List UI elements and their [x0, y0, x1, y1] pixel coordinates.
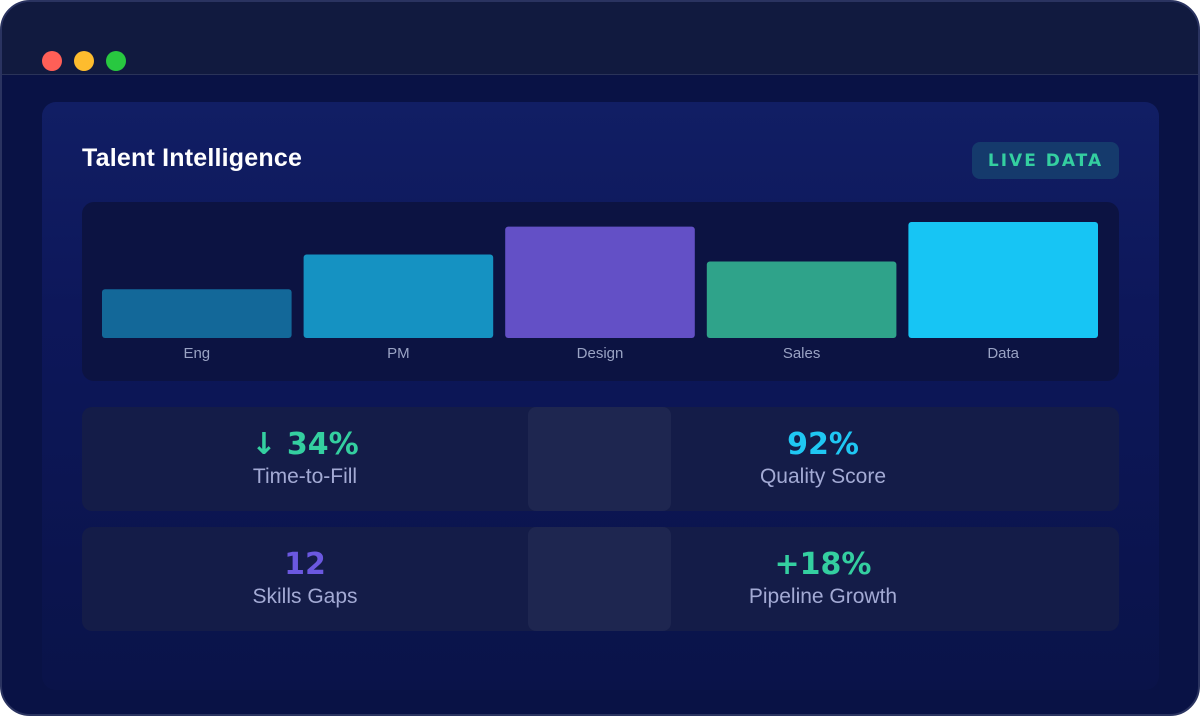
stat-label: Skills Gaps [252, 585, 358, 608]
x-tick-label: Eng [183, 345, 210, 362]
stats-row-1: ↓ 34% Time-to-Fill 92% Quality Score [82, 407, 1119, 511]
stat-divider [528, 527, 671, 631]
stats-row-2: 12 Skills Gaps +18% Pipeline Growth [82, 527, 1119, 631]
stat-label: Time-to-Fill [252, 465, 358, 488]
stat-label: Quality Score [759, 465, 887, 488]
maximize-window-button[interactable] [106, 51, 126, 71]
bar-pm [303, 254, 494, 338]
bar-chart-panel: Eng PM Design Sales Data [82, 202, 1119, 381]
stat-value: 12 [284, 547, 326, 582]
stat-value: 92% [787, 427, 859, 462]
bar-data [908, 222, 1098, 338]
stat-time-to-fill: ↓ 34% Time-to-Fill [82, 407, 528, 511]
stat-divider [528, 407, 671, 511]
bar-chart: Eng PM Design Sales Data [102, 222, 1098, 362]
minimize-window-button[interactable] [74, 51, 94, 71]
x-tick-label: Design [577, 345, 624, 362]
stat-value: +18% [774, 547, 872, 582]
bar-design [505, 226, 695, 338]
talent-intelligence-card: Talent Intelligence LIVE DATA Eng PM Desig… [42, 102, 1159, 690]
card-title: Talent Intelligence [82, 144, 303, 172]
x-tick-label: PM [387, 345, 410, 362]
x-tick-label: Sales [783, 345, 821, 362]
live-data-badge: LIVE DATA [972, 142, 1119, 179]
stat-skills-gaps: 12 Skills Gaps [82, 527, 528, 631]
stat-value: ↓ 34% [251, 427, 359, 462]
bar-eng [102, 289, 292, 338]
stat-quality-score: 92% Quality Score [600, 407, 1046, 511]
stat-pipeline-growth: +18% Pipeline Growth [600, 527, 1046, 631]
bar-sales [706, 261, 897, 338]
x-tick-label: Data [987, 345, 1019, 362]
stat-label: Pipeline Growth [748, 585, 898, 608]
close-window-button[interactable] [42, 51, 62, 71]
title-bar [2, 2, 1198, 75]
